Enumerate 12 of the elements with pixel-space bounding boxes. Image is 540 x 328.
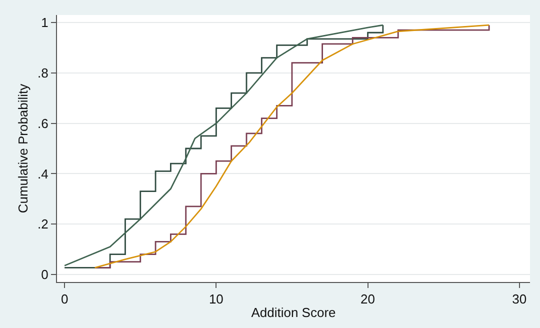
y-tick-label: .4 — [38, 166, 48, 182]
y-tick-label: 0 — [41, 266, 48, 282]
y-tick-label: .6 — [38, 116, 48, 131]
y-tick-label: 1 — [41, 15, 48, 30]
x-axis-title: Addition Score — [251, 305, 336, 320]
y-tick-label: .2 — [38, 216, 48, 232]
x-tick-label: 20 — [360, 292, 376, 307]
x-tick-label: 10 — [208, 292, 224, 307]
x-tick-label: 0 — [60, 292, 68, 307]
y-axis-title: Cumulative Probability — [16, 83, 31, 214]
x-tick-label: 30 — [512, 292, 527, 307]
y-tick-label: .8 — [38, 65, 48, 80]
